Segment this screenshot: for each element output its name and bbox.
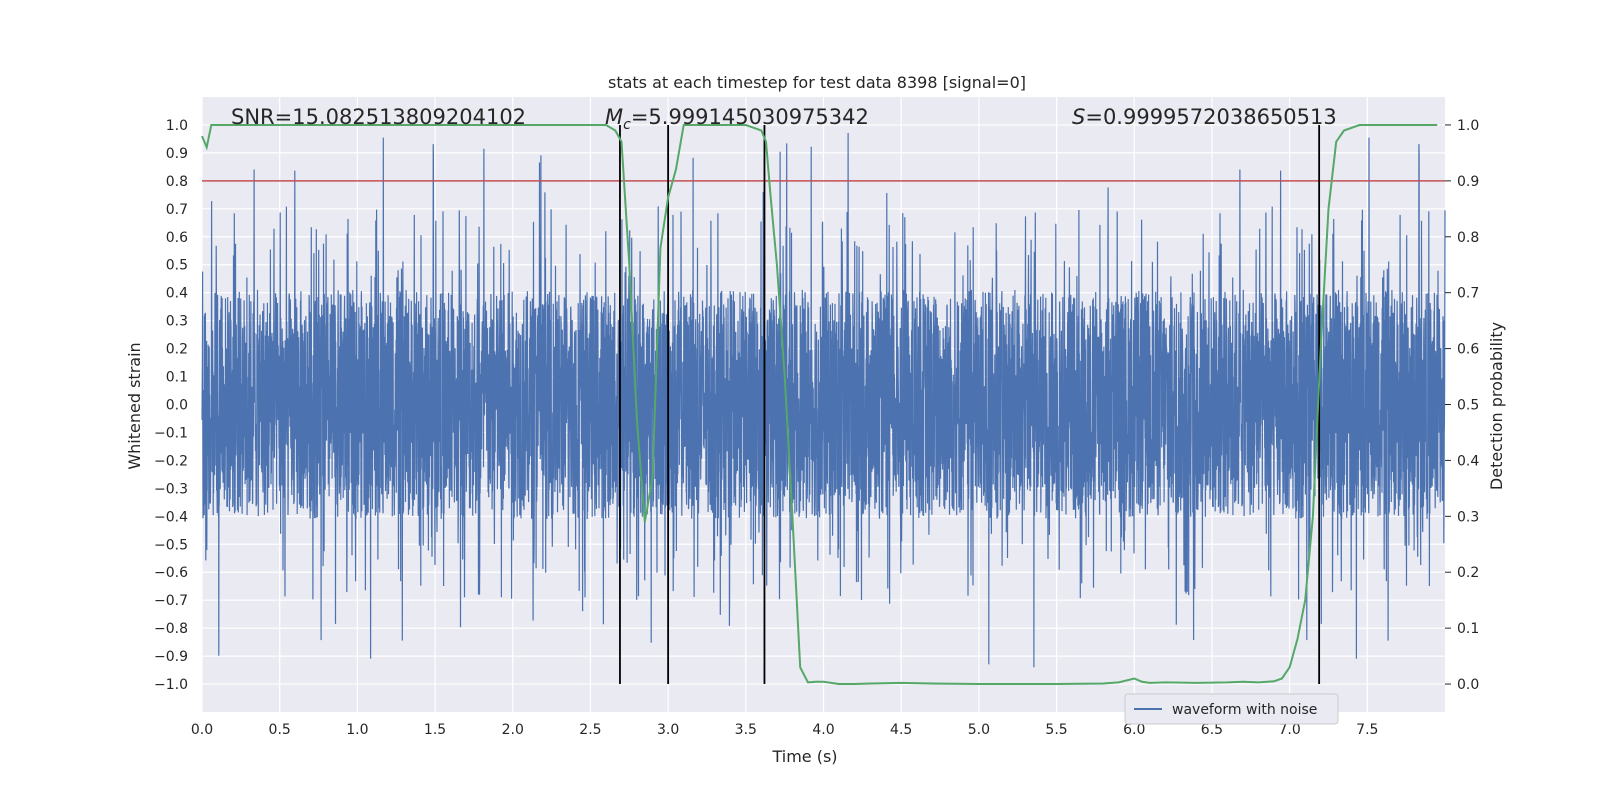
y2-tick-label: 0.4	[1457, 453, 1479, 469]
y-tick-label: 0.6	[166, 230, 188, 246]
y-tick-label: 0.8	[166, 174, 188, 190]
x-tick-label: 7.5	[1356, 722, 1378, 738]
detection-probability-series	[201, 124, 1438, 685]
y-tick-label: 0.7	[166, 202, 188, 218]
x-tick-label: 2.5	[579, 722, 601, 738]
legend-box	[1124, 693, 1339, 725]
y-tick-label: −0.8	[154, 621, 188, 637]
waveform-series	[201, 132, 1446, 668]
y2-tick-label: 0.6	[1457, 342, 1479, 358]
x-tick-label: 1.5	[424, 722, 446, 738]
legend-label: waveform with noise	[1172, 702, 1317, 718]
y-tick-label: 0.3	[166, 314, 188, 330]
y-tick-label: 0.9	[166, 146, 188, 162]
x-tick-label: 3.0	[657, 722, 679, 738]
significance-value: =0.9999572038650513	[1085, 105, 1336, 129]
x-tick-label: 5.5	[1045, 722, 1067, 738]
significance-annotation: S=0.9999572038650513	[1072, 105, 1337, 129]
y-tick-label: −0.2	[154, 453, 188, 469]
snr-annotation: SNR=15.082513809204102	[231, 105, 526, 129]
y-tick-label: 1.0	[166, 118, 188, 134]
y2-tick-label: 0.3	[1457, 509, 1479, 525]
x-axis-label: Time (s)	[771, 747, 837, 766]
x-tick-label: 6.0	[1123, 722, 1145, 738]
x-tick-label: 4.5	[890, 722, 912, 738]
significance-symbol: S	[1072, 105, 1085, 129]
y-tick-label: 0.4	[166, 286, 188, 302]
y-tick-label: −0.5	[154, 537, 188, 553]
y2-tick-label: 0.5	[1457, 398, 1479, 414]
y2-tick-label: 0.8	[1457, 230, 1479, 246]
y2-tick-label: 0.9	[1457, 174, 1479, 190]
y-tick-label: −0.3	[154, 481, 188, 497]
chirp-mass-value: =5.999145030975342	[631, 105, 869, 129]
y-tick-label: 0.0	[166, 398, 188, 414]
y-axis-label: Whitened strain	[125, 342, 144, 469]
x-tick-label: 0.5	[269, 722, 291, 738]
y2-ticks: 0.0 0.1 0.2 0.3 0.4 0.5 0.6 0.7 0.8 0.9 1.0	[1445, 118, 1479, 693]
y-tick-label: −0.7	[154, 593, 188, 609]
x-tick-label: 0.0	[191, 722, 213, 738]
x-tick-label: 4.0	[812, 722, 834, 738]
y-tick-label: −0.6	[154, 565, 188, 581]
y-ticks: −1.0 −0.9 −0.8 −0.7 −0.6 −0.5 −0.4 −0.3 −0.2 −0.1…	[154, 118, 188, 693]
x-tick-label: 5.0	[968, 722, 990, 738]
y-tick-label: −0.1	[154, 425, 188, 441]
legend: waveform with noise	[1124, 693, 1339, 725]
chirp-mass-symbol: M	[605, 105, 623, 129]
vertical-markers	[619, 124, 1321, 685]
y2-tick-label: 0.2	[1457, 565, 1479, 581]
x-tick-label: 1.0	[346, 722, 368, 738]
y-tick-label: −0.4	[154, 509, 188, 525]
plot-content	[201, 124, 1446, 685]
y2-axis-label: Detection probability	[1487, 322, 1506, 490]
y2-tick-label: 0.0	[1457, 677, 1479, 693]
y2-tick-label: 0.1	[1457, 621, 1479, 637]
chart-title: stats at each timestep for test data 839…	[608, 73, 1026, 92]
x-tick-label: 6.5	[1201, 722, 1223, 738]
y2-tick-label: 0.7	[1457, 286, 1479, 302]
chirp-mass-subscript: c	[623, 117, 631, 133]
y-tick-label: 0.5	[166, 258, 188, 274]
y-tick-label: −0.9	[154, 649, 188, 665]
x-tick-label: 3.5	[735, 722, 757, 738]
y-tick-label: 0.2	[166, 342, 188, 358]
x-tick-label: 2.0	[502, 722, 524, 738]
x-ticks: 0.0 0.5 1.0 1.5 2.0 2.5 3.0 3.5 4.0 4.5 5.0 5.5 6.0 6…	[191, 722, 1379, 738]
y-tick-label: −1.0	[154, 677, 188, 693]
y-tick-label: 0.1	[166, 370, 188, 386]
x-tick-label: 7.0	[1278, 722, 1300, 738]
chirp-mass-annotation: Mc=5.999145030975342	[605, 105, 869, 133]
y2-tick-label: 1.0	[1457, 118, 1479, 134]
